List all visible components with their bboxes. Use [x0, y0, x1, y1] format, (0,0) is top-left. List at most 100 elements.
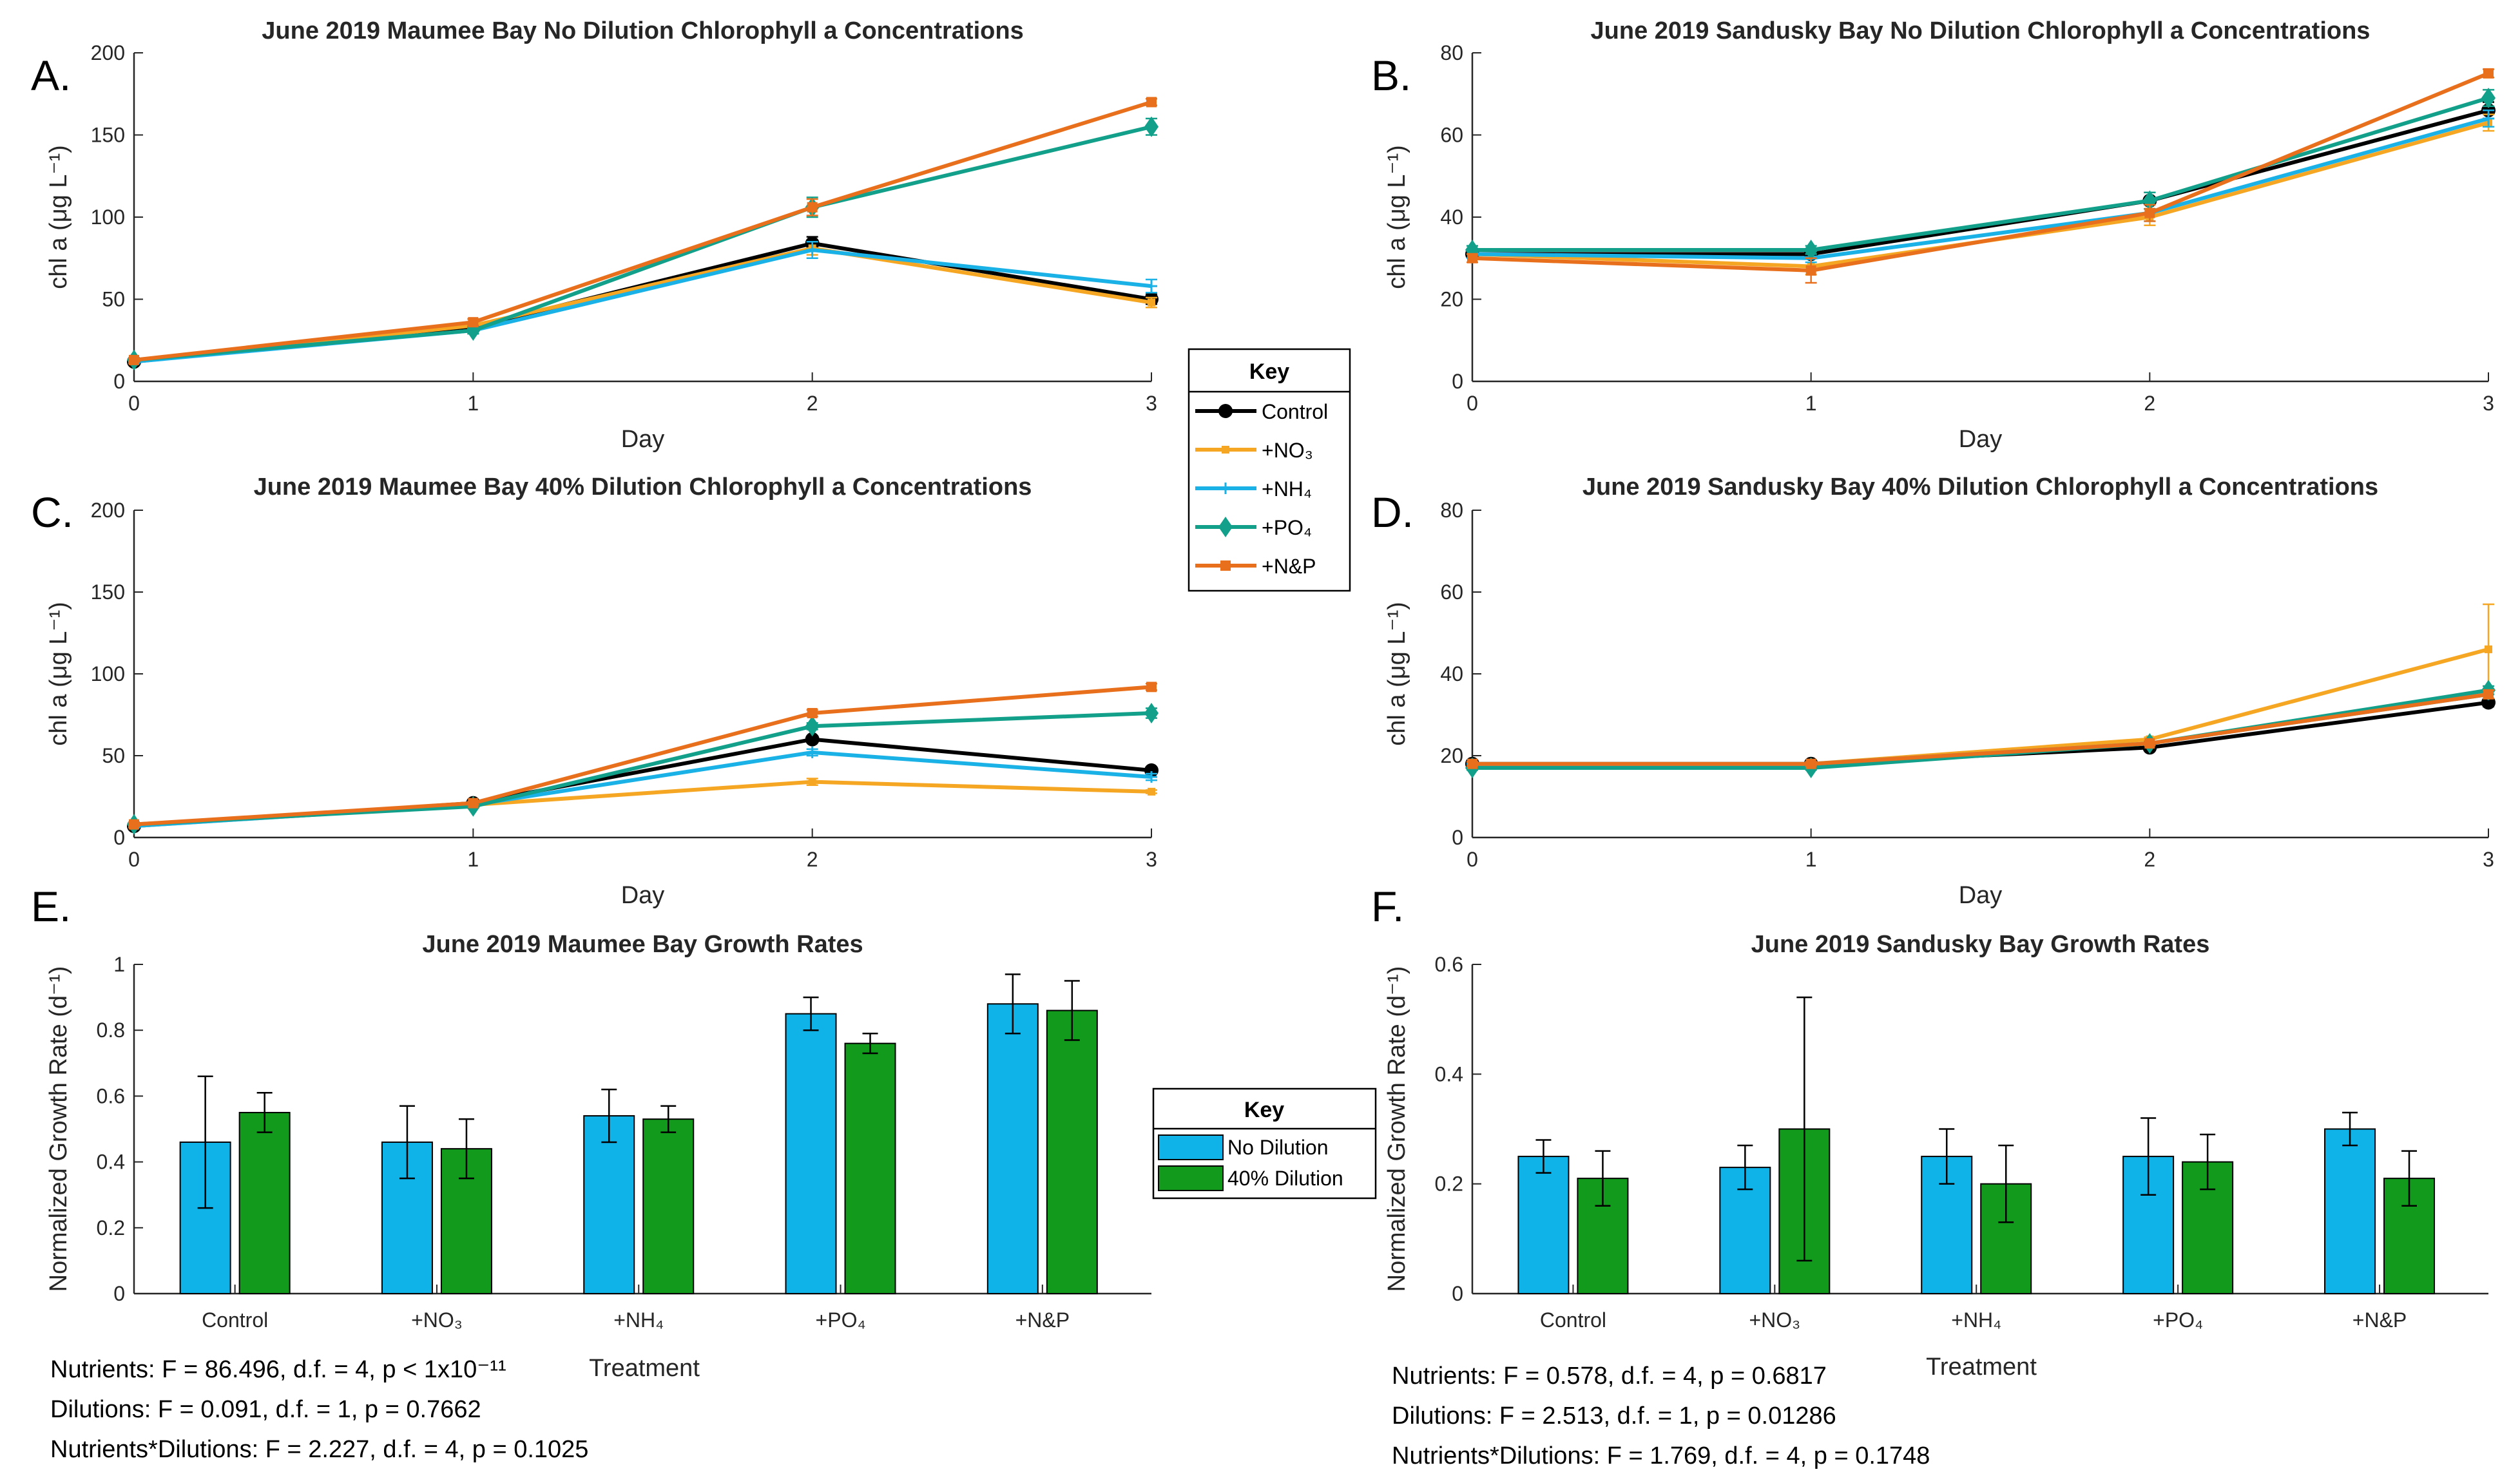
- chart-panel-f: June 2019 Sandusky Bay Growth Rates F. 0 0.…: [1371, 883, 2488, 1381]
- key-swatch-bar: [1158, 1165, 1224, 1191]
- np-marker: [468, 798, 479, 808]
- x-tick-label: +N&P: [1015, 1308, 1070, 1332]
- series-np: [1467, 68, 2494, 284]
- y-tick-label: 0: [1452, 1282, 1463, 1305]
- panel-label: A.: [31, 52, 71, 99]
- po4-marker: [805, 716, 820, 737]
- y-tick-label: 0: [113, 826, 125, 849]
- no3-marker: [1148, 298, 1155, 307]
- chart-title: June 2019 Sandusky Bay 40% Dilution Chlo…: [1582, 474, 2378, 501]
- bar: [785, 1013, 837, 1295]
- panel-label: D.: [1371, 488, 1414, 536]
- np-marker: [1805, 265, 1816, 276]
- line-key-legend: Key Control +NO₃ +NH₄ +PO₄ +N&P: [1188, 348, 1351, 592]
- np-marker: [1146, 682, 1157, 693]
- y-axis-label: chl a (μg L⁻¹): [1383, 145, 1410, 289]
- x-tick-label: 1: [1805, 392, 1817, 415]
- stats-right-line: Dilutions: F = 2.513, d.f. = 1, p = 0.01…: [1392, 1402, 1836, 1430]
- stats-right-line: Nutrients: F = 0.578, d.f. = 4, p = 0.68…: [1392, 1363, 1827, 1390]
- no3-marker: [808, 778, 816, 786]
- y-tick-label: 20: [1440, 744, 1463, 767]
- bar: [986, 1003, 1039, 1294]
- series-np: [1467, 689, 2494, 769]
- y-axis-label: Normalized Growth Rate (d⁻¹): [45, 966, 72, 1292]
- x-tick-label: +NH₄: [613, 1308, 664, 1332]
- y-tick-label: 40: [1440, 206, 1463, 229]
- po4-marker: [1144, 116, 1159, 137]
- series-line: [133, 780, 1152, 828]
- y-tick-label: 100: [91, 206, 125, 229]
- bar-key-legend: Key No Dilution 40% Dilution: [1152, 1087, 1377, 1200]
- chart-panel-e: June 2019 Maumee Bay Growth Rates E. 0 0.2 0…: [31, 883, 1151, 1382]
- panel-label: B.: [1371, 52, 1411, 99]
- key-label: +NO₃: [1262, 439, 1313, 462]
- series-line: [1472, 117, 2489, 260]
- y-tick-label: 150: [91, 124, 125, 147]
- x-axis-label: Day: [1959, 426, 2003, 453]
- series-no3: [128, 778, 1157, 830]
- y-tick-label: 20: [1440, 288, 1463, 311]
- x-tick-label: +PO₄: [2153, 1308, 2203, 1332]
- series-np: [128, 97, 1157, 365]
- y-tick-label: 0.4: [97, 1151, 125, 1174]
- x-tick-label: 2: [2144, 848, 2155, 871]
- x-tick-label: 3: [1146, 848, 1157, 871]
- y-tick-label: 0.6: [97, 1084, 125, 1107]
- x-axis-label: Treatment: [1926, 1354, 2037, 1381]
- x-tick-label: 0: [128, 848, 140, 871]
- stats-left: Nutrients: F = 86.496, d.f. = 4, p < 1x1…: [50, 1356, 588, 1463]
- series-line: [133, 124, 1152, 362]
- chart-panel-b: June 2019 Sandusky Bay No Dilution Chlor…: [1371, 17, 2496, 453]
- bar: [583, 1115, 635, 1295]
- x-tick-label: 0: [1467, 392, 1478, 415]
- po4-marker: [1803, 240, 1818, 260]
- x-tick-label: +NO₃: [1749, 1308, 1800, 1332]
- y-tick-label: 50: [102, 744, 125, 767]
- no3-marker: [1148, 787, 1155, 796]
- np-marker: [1220, 560, 1231, 571]
- x-tick-label: 0: [1467, 848, 1478, 871]
- control-marker: [805, 732, 820, 747]
- x-tick-label: +N&P: [2352, 1308, 2407, 1332]
- x-axis-label: Day: [1959, 882, 2003, 909]
- x-tick-label: 1: [467, 848, 479, 871]
- x-tick-label: 1: [1805, 848, 1817, 871]
- po4-marker: [2142, 190, 2157, 211]
- y-tick-label: 0: [113, 1282, 125, 1305]
- control-marker: [1218, 404, 1233, 418]
- y-axis-label: Normalized Growth Rate (d⁻¹): [1383, 966, 1410, 1292]
- no3-marker: [1222, 446, 1229, 454]
- np-marker: [129, 819, 139, 830]
- y-tick-label: 150: [91, 580, 125, 604]
- x-axis-label: Treatment: [589, 1355, 700, 1382]
- x-tick-label: 2: [2144, 392, 2155, 415]
- series-np: [128, 682, 1157, 830]
- series-line: [1472, 72, 2490, 273]
- y-tick-label: 60: [1440, 124, 1463, 147]
- key-label: 40% Dilution: [1227, 1167, 1343, 1190]
- bar: [1517, 1156, 1570, 1295]
- bar: [1046, 1009, 1098, 1295]
- key-label: +PO₄: [1262, 516, 1312, 539]
- key-label: +NH₄: [1262, 477, 1312, 501]
- y-axis-label: chl a (μg L⁻¹): [45, 602, 72, 746]
- y-tick-label: 80: [1440, 499, 1463, 522]
- np-marker: [2483, 68, 2494, 79]
- chart-panel-c: June 2019 Maumee Bay 40% Dilution Chloro…: [31, 474, 1159, 909]
- y-tick-label: 200: [91, 499, 125, 522]
- y-tick-label: 40: [1440, 662, 1463, 685]
- series-line: [1472, 108, 2489, 256]
- bar: [642, 1118, 695, 1295]
- y-tick-label: 0: [113, 370, 125, 393]
- series-control: [1465, 695, 2496, 771]
- x-tick-label: 2: [807, 848, 818, 871]
- np-marker: [807, 202, 818, 213]
- chart-title: June 2019 Maumee Bay 40% Dilution Chloro…: [254, 474, 1032, 501]
- y-tick-label: 60: [1440, 580, 1463, 604]
- y-tick-label: 80: [1440, 41, 1463, 64]
- y-axis-label: chl a (μg L⁻¹): [1383, 602, 1410, 746]
- bar: [238, 1111, 291, 1294]
- bar: [844, 1042, 896, 1294]
- x-tick-label: 1: [467, 392, 479, 415]
